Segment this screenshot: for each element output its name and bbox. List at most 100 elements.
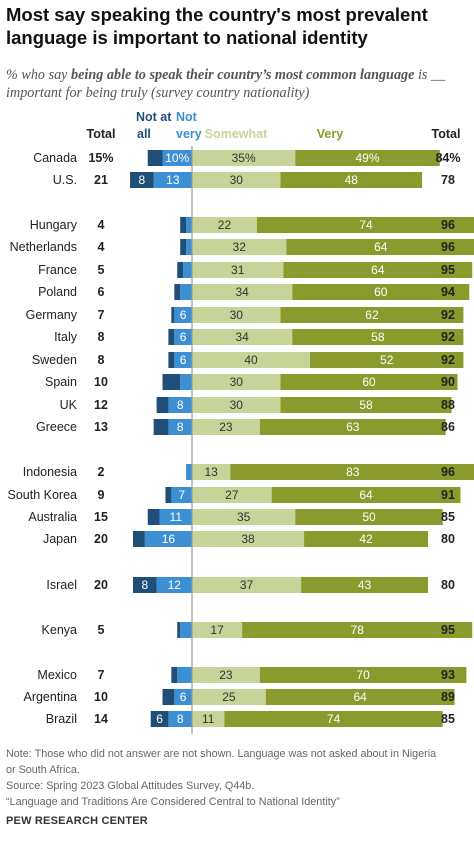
bar-somewhat-hungary bbox=[192, 217, 257, 233]
label-very-italy: 58 bbox=[371, 330, 385, 344]
bar-very-canada bbox=[295, 150, 440, 166]
bar-very-greece bbox=[259, 419, 446, 435]
bar-not-very-hungary bbox=[186, 217, 192, 233]
bar-very-japan bbox=[304, 531, 428, 547]
bar-very-mexico bbox=[259, 667, 467, 683]
label-not-very-greece: 8 bbox=[177, 420, 184, 434]
country-label-greece: Greece bbox=[36, 420, 77, 434]
bar-very-spain bbox=[280, 374, 458, 390]
label-somewhat-mexico: 23 bbox=[219, 668, 233, 682]
bar-somewhat-israel bbox=[192, 577, 302, 593]
country-label-argentina: Argentina bbox=[23, 690, 77, 704]
label-not-at-all-brazil: 6 bbox=[156, 712, 163, 726]
label-somewhat-u-s-: 30 bbox=[230, 173, 244, 187]
bar-very-south-korea bbox=[271, 487, 461, 503]
bar-not-at-all-brazil bbox=[150, 711, 169, 727]
bar-not-very-kenya bbox=[180, 622, 192, 638]
total-pos-mexico: 93 bbox=[441, 668, 455, 682]
label-very-u-s-: 48 bbox=[345, 173, 359, 187]
total-pos-south-korea: 91 bbox=[441, 488, 455, 502]
total-neg-israel: 20 bbox=[94, 578, 108, 592]
label-not-very-south-korea: 7 bbox=[178, 488, 185, 502]
total-neg-italy: 8 bbox=[98, 330, 105, 344]
bar-somewhat-mexico bbox=[192, 667, 260, 683]
bar-not-at-all-u-s- bbox=[130, 172, 154, 188]
bar-not-very-sweden bbox=[174, 352, 192, 368]
bar-not-at-all-france bbox=[177, 262, 184, 278]
country-label-spain: Spain bbox=[45, 375, 77, 389]
subtitle-part2: is __ important for being truly (survey … bbox=[6, 67, 446, 101]
total-neg-uk: 12 bbox=[94, 398, 108, 412]
label-not-very-australia: 11 bbox=[170, 510, 183, 524]
chart-title: Most say speaking the country's most pre… bbox=[6, 4, 428, 48]
bar-somewhat-kenya bbox=[192, 622, 243, 638]
total-pos-australia: 85 bbox=[441, 510, 455, 524]
bar-not-at-all-hungary bbox=[180, 217, 187, 233]
header-total-left: Total bbox=[87, 127, 116, 141]
country-label-japan: Japan bbox=[43, 532, 77, 546]
label-somewhat-spain: 30 bbox=[230, 375, 244, 389]
bar-very-kenya bbox=[242, 622, 473, 638]
bar-somewhat-sweden bbox=[192, 352, 310, 368]
bar-very-hungary bbox=[256, 217, 474, 233]
label-very-greece: 63 bbox=[346, 420, 360, 434]
country-label-kenya: Kenya bbox=[42, 623, 77, 637]
country-label-canada: Canada bbox=[33, 151, 77, 165]
label-not-very-canada: 10% bbox=[165, 151, 189, 165]
source-text: Source: Spring 2023 Global Attitudes Sur… bbox=[6, 780, 255, 792]
bar-not-at-all-argentina bbox=[162, 689, 175, 705]
total-pos-sweden: 92 bbox=[441, 353, 455, 367]
label-somewhat-indonesia: 13 bbox=[204, 465, 218, 479]
total-neg-japan: 20 bbox=[94, 532, 108, 546]
total-pos-argentina: 89 bbox=[441, 690, 455, 704]
label-not-at-all-u-s-: 8 bbox=[139, 173, 146, 187]
bar-not-at-all-israel bbox=[133, 577, 157, 593]
bar-not-at-all-south-korea bbox=[165, 487, 172, 503]
label-somewhat-australia: 35 bbox=[237, 510, 251, 524]
total-neg-brazil: 14 bbox=[94, 712, 108, 726]
bar-somewhat-japan bbox=[192, 531, 305, 547]
label-very-poland: 60 bbox=[374, 285, 388, 299]
bar-somewhat-germany bbox=[192, 307, 281, 323]
label-somewhat-argentina: 25 bbox=[222, 690, 236, 704]
label-very-japan: 42 bbox=[359, 532, 373, 546]
bar-not-very-greece bbox=[168, 419, 192, 435]
bar-not-very-italy bbox=[174, 329, 192, 345]
label-somewhat-france: 31 bbox=[231, 263, 245, 277]
label-very-argentina: 64 bbox=[353, 690, 367, 704]
bar-not-at-all-italy bbox=[168, 329, 175, 345]
country-label-hungary: Hungary bbox=[30, 218, 78, 232]
bar-not-at-all-kenya bbox=[177, 622, 181, 638]
bar-very-germany bbox=[280, 307, 464, 323]
total-pos-spain: 90 bbox=[441, 375, 455, 389]
bar-very-indonesia bbox=[230, 464, 474, 480]
total-neg-germany: 7 bbox=[98, 308, 105, 322]
label-somewhat-greece: 23 bbox=[219, 420, 233, 434]
bar-very-israel bbox=[301, 577, 428, 593]
chart-subtitle: % who say being able to speak their coun… bbox=[6, 66, 468, 102]
country-label-france: France bbox=[38, 263, 77, 277]
label-somewhat-israel: 37 bbox=[240, 578, 254, 592]
header-very: Very bbox=[317, 127, 343, 141]
bar-not-very-mexico bbox=[177, 667, 192, 683]
bar-somewhat-south-korea bbox=[192, 487, 272, 503]
bar-not-at-all-sweden bbox=[168, 352, 175, 368]
subtitle-bold: being able to speak their country’s most… bbox=[71, 67, 415, 83]
bar-very-netherlands bbox=[286, 239, 474, 255]
label-somewhat-poland: 34 bbox=[235, 285, 249, 299]
bar-somewhat-italy bbox=[192, 329, 293, 345]
label-not-very-germany: 6 bbox=[180, 308, 187, 322]
bar-not-at-all-spain bbox=[162, 374, 181, 390]
country-label-germany: Germany bbox=[26, 308, 78, 322]
label-somewhat-sweden: 40 bbox=[244, 353, 258, 367]
label-very-hungary: 74 bbox=[359, 218, 373, 232]
bar-somewhat-indonesia bbox=[192, 464, 231, 480]
bar-not-at-all-greece bbox=[153, 419, 169, 435]
country-label-uk: UK bbox=[60, 398, 78, 412]
bar-somewhat-greece bbox=[192, 419, 260, 435]
bar-somewhat-argentina bbox=[192, 689, 266, 705]
bar-not-very-israel bbox=[156, 577, 192, 593]
bar-not-at-all-canada bbox=[147, 150, 163, 166]
bar-not-very-canada bbox=[162, 150, 192, 166]
total-pos-japan: 80 bbox=[441, 532, 455, 546]
